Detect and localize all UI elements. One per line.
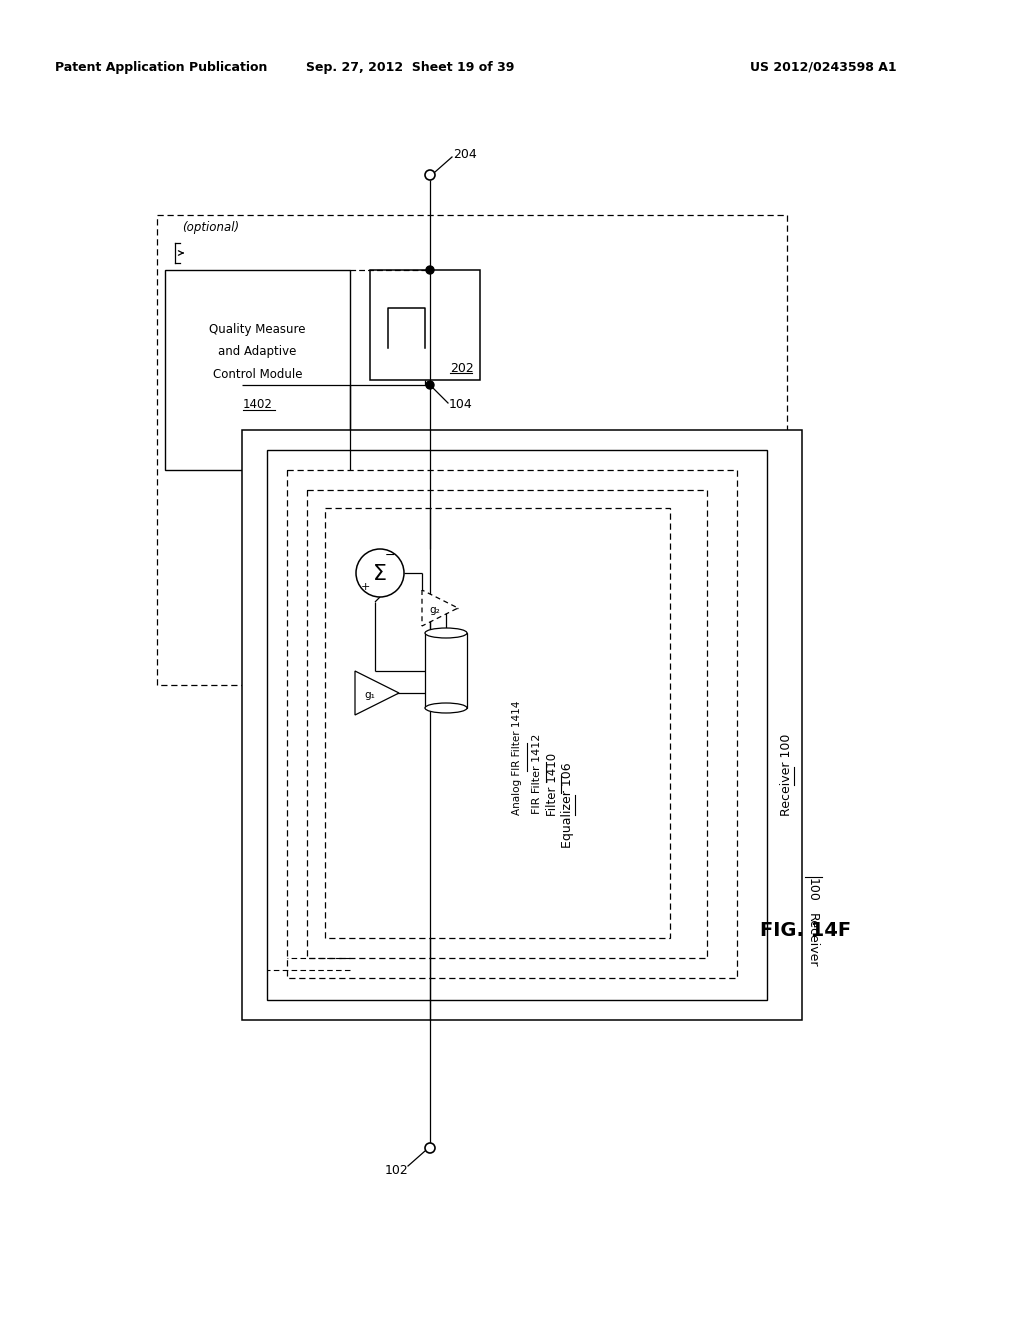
Text: 100: 100 — [806, 878, 818, 902]
Bar — [307, 490, 707, 958]
Text: 202: 202 — [450, 362, 474, 375]
Text: g₁: g₁ — [365, 690, 376, 700]
Text: −: − — [385, 549, 395, 561]
Text: 204: 204 — [453, 149, 477, 161]
Text: Filter 1410: Filter 1410 — [546, 752, 558, 816]
Text: Receiver 100: Receiver 100 — [780, 734, 794, 816]
Bar — [157, 215, 787, 685]
Bar — [165, 271, 350, 470]
Text: Equalizer 106: Equalizer 106 — [560, 762, 573, 847]
Text: Sep. 27, 2012  Sheet 19 of 39: Sep. 27, 2012 Sheet 19 of 39 — [306, 61, 514, 74]
Text: Receiver: Receiver — [806, 912, 818, 968]
Circle shape — [356, 549, 404, 597]
Text: Σ: Σ — [373, 564, 387, 583]
Text: Analog FIR Filter 1414: Analog FIR Filter 1414 — [512, 701, 522, 816]
Ellipse shape — [425, 704, 467, 713]
Bar — [242, 430, 802, 1020]
Polygon shape — [422, 590, 458, 626]
Bar — [370, 271, 480, 380]
Bar — [287, 470, 737, 978]
Text: and Adaptive: and Adaptive — [218, 346, 297, 359]
Text: (optional): (optional) — [182, 220, 240, 234]
Circle shape — [425, 1143, 435, 1152]
Bar — [425, 634, 467, 708]
Text: g₂: g₂ — [430, 605, 440, 615]
Bar — [325, 508, 670, 939]
Ellipse shape — [425, 628, 467, 638]
Text: FIR Filter 1412: FIR Filter 1412 — [532, 734, 542, 814]
Text: 1402: 1402 — [243, 399, 272, 412]
Text: 104: 104 — [449, 399, 473, 412]
Circle shape — [426, 267, 434, 275]
Circle shape — [426, 381, 434, 389]
Text: FIG. 14F: FIG. 14F — [760, 920, 851, 940]
Text: Control Module: Control Module — [213, 367, 302, 380]
Polygon shape — [355, 671, 399, 715]
Circle shape — [425, 170, 435, 180]
Text: +: + — [361, 582, 371, 591]
Bar — [267, 450, 767, 1001]
Text: 102: 102 — [385, 1163, 409, 1176]
Text: US 2012/0243598 A1: US 2012/0243598 A1 — [750, 61, 897, 74]
Text: Patent Application Publication: Patent Application Publication — [55, 61, 267, 74]
Text: Quality Measure: Quality Measure — [209, 323, 306, 337]
